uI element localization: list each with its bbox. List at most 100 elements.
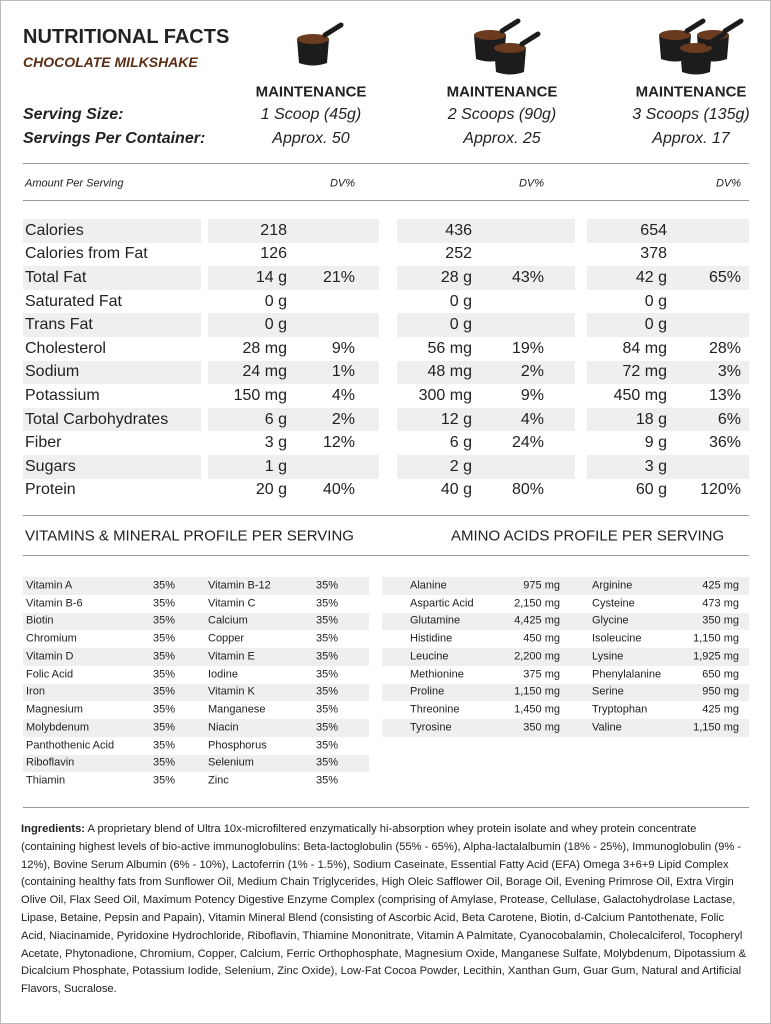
nutrient-amount: 300 mg (418, 387, 472, 404)
vitamin-dv: 35% (153, 579, 176, 592)
row-shade (587, 407, 749, 432)
vitamin-dv: 35% (153, 774, 176, 787)
vitamin-name: Vitamin K (208, 685, 255, 698)
nutrient-name: Saturated Fat (25, 292, 122, 310)
vitamin-name: Vitamin A (26, 579, 73, 592)
amino-amount: 473 mg (702, 597, 739, 610)
row-shade (397, 407, 575, 432)
nutrient-dv: 3% (717, 363, 741, 381)
vitamin-name: Vitamin B-12 (208, 579, 271, 592)
vitamin-dv: 35% (153, 668, 176, 681)
plan: MAINTENANCE (635, 83, 747, 101)
vitamin-dv: 35% (316, 721, 339, 734)
row-shade (23, 683, 369, 702)
row-shade (23, 360, 201, 385)
vitamin-name: Iodine (208, 668, 238, 681)
nutrient-dv: 19% (511, 339, 544, 357)
nutrient-dv: 12% (322, 434, 355, 452)
nutrient-amount: 0 g (264, 316, 287, 334)
nutrient-amount: 252 (445, 245, 472, 263)
nutrient-amount: 28 g (440, 269, 472, 286)
amino-amount: 425 mg (702, 579, 739, 592)
nutrient-amount: 18 g (635, 410, 667, 428)
nutrient-dv: 9% (520, 387, 544, 404)
nutrient-dv: 1% (331, 363, 355, 381)
row-shade (587, 455, 749, 479)
row-shade (382, 577, 749, 595)
amino-amount: 425 mg (702, 703, 739, 716)
amino-name: Serine (592, 685, 624, 698)
nutrient-name: Calories (25, 221, 84, 239)
nutrient-amount: 654 (640, 221, 667, 239)
nutrient-name: Fiber (25, 434, 62, 452)
nutrient-amount: 48 mg (427, 363, 472, 381)
row-shade (397, 360, 575, 385)
vitamin-dv: 35% (153, 685, 176, 698)
serving-size-label: Serving Size: (23, 106, 124, 123)
row-shade (397, 455, 575, 479)
vitamin-name: Vitamin C (208, 597, 256, 610)
nutrient-amount: 14 g (255, 269, 287, 286)
divider (23, 163, 749, 164)
servings: Approx. 50 (272, 130, 350, 147)
nutrient-name: Trans Fat (25, 316, 93, 334)
amino-name: Lysine (592, 650, 624, 663)
nutrient-amount: 42 g (635, 269, 667, 286)
nutrient-amount: 56 mg (427, 339, 472, 357)
vitamin-dv: 35% (316, 756, 339, 769)
serving-size: 3 Scoops (135g) (632, 106, 750, 123)
amount-header: Amount Per Serving (25, 177, 124, 190)
vitamin-dv: 35% (153, 739, 176, 752)
row-shade (23, 648, 369, 666)
nutrient-dv: 28% (708, 339, 741, 357)
vitamin-name: Magnesium (26, 703, 83, 716)
vitamin-name: Manganese (208, 703, 266, 716)
row-shade (208, 266, 379, 290)
vitamin-name: Vitamin B-6 (26, 597, 83, 610)
nutrient-amount: 450 mg (613, 387, 667, 404)
nutrient-amount: 40 g (440, 481, 472, 499)
amino-name: Tyrosine (410, 721, 452, 734)
vitamin-dv: 35% (153, 703, 176, 716)
amino-amount: 350 mg (523, 721, 560, 734)
row-shade (23, 407, 201, 432)
nutrient-amount: 2 g (449, 457, 472, 475)
amino-name: Cysteine (592, 597, 635, 610)
vitamin-name: Calcium (208, 614, 248, 627)
nutrient-dv: 4% (520, 410, 544, 428)
dv-header: DV% (518, 177, 544, 190)
serving-size: 2 Scoops (90g) (447, 106, 557, 123)
dv-header: DV% (715, 177, 741, 190)
section-title: VITAMINS & MINERAL PROFILE PER SERVING (25, 527, 354, 545)
nutrient-dv: 36% (708, 434, 741, 452)
amino-name: Phenylalanine (592, 668, 662, 681)
divider (23, 515, 749, 516)
nutrient-amount: 24 mg (242, 363, 287, 381)
vitamin-dv: 35% (316, 650, 339, 663)
vitamin-dv: 35% (153, 650, 176, 663)
amino-name: Methionine (410, 668, 464, 681)
nutrient-dv: 24% (511, 434, 544, 452)
row-shade (23, 577, 369, 595)
row-shade (587, 219, 749, 243)
row-shade (208, 313, 379, 337)
vitamin-name: Thiamin (26, 774, 66, 787)
amino-amount: 650 mg (702, 668, 739, 681)
nutrient-dv: 120% (700, 481, 741, 499)
row-shade (23, 313, 201, 337)
nutrient-amount: 150 mg (233, 387, 287, 404)
row-shade (208, 360, 379, 385)
amino-name: Aspartic Acid (410, 597, 474, 610)
vitamin-name: Biotin (26, 614, 54, 627)
vitamin-dv: 35% (153, 597, 176, 610)
amino-amount: 450 mg (523, 632, 560, 645)
row-shade (208, 407, 379, 432)
divider (23, 807, 749, 808)
nutrient-name: Sodium (25, 363, 80, 381)
nutrient-amount: 0 g (449, 316, 472, 334)
vitamin-dv: 35% (316, 597, 339, 610)
nutrient-amount: 84 mg (622, 339, 667, 357)
amino-amount: 1,450 mg (514, 703, 560, 716)
nutrient-dv: 4% (331, 387, 355, 404)
row-shade (397, 219, 575, 243)
